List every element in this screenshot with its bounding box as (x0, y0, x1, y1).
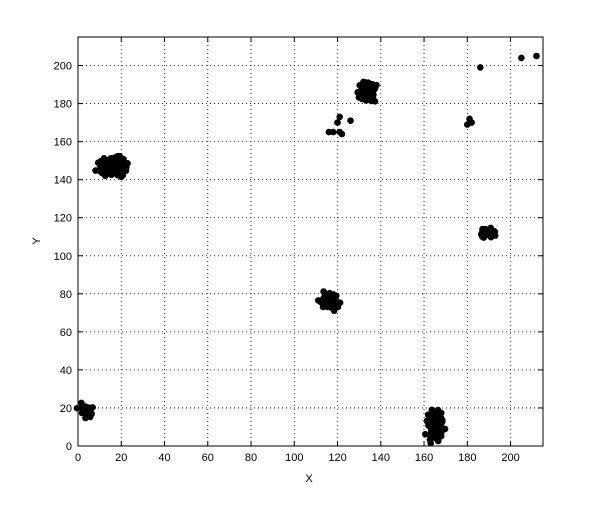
y-tick-label: 80 (60, 289, 72, 301)
cluster-4-point (432, 419, 440, 427)
x-tick-label: 180 (458, 452, 476, 464)
cluster-0-point (78, 409, 86, 417)
cluster-1-point (103, 164, 110, 171)
data-points (73, 52, 540, 447)
x-tick-label: 60 (202, 452, 214, 464)
y-tick-label: 180 (54, 99, 72, 111)
cluster-0-point (86, 413, 94, 421)
cluster-3-point (356, 82, 364, 89)
y-tick-label: 100 (54, 251, 72, 263)
cluster-2-point (314, 297, 322, 304)
cluster-1-point (123, 163, 130, 170)
data-point (477, 64, 484, 71)
data-point (533, 52, 540, 60)
x-tick-label: 20 (115, 452, 127, 464)
cluster-3-point (366, 95, 374, 103)
cluster-1-point (116, 161, 124, 168)
cluster-2-point (323, 298, 331, 305)
x-tick-label: 80 (245, 452, 257, 464)
x-tick-label: 200 (501, 452, 519, 464)
data-point (336, 113, 344, 121)
x-axis-label: X (305, 473, 313, 485)
y-tick-label: 160 (54, 137, 72, 149)
cluster-1-point (92, 167, 99, 174)
cluster-5-point (483, 226, 490, 234)
data-point (468, 119, 475, 126)
data-point (329, 128, 337, 136)
cluster-4-point (441, 425, 449, 433)
y-axis-label: Y (31, 237, 43, 245)
cluster-4-point (434, 425, 442, 433)
data-point (518, 54, 525, 62)
cluster-4-point (433, 411, 441, 419)
cluster-3-point (362, 87, 369, 94)
plot-area (78, 37, 543, 446)
y-tick-label: 60 (60, 327, 72, 339)
cluster-0-point (73, 404, 81, 412)
x-tick-label: 100 (285, 452, 303, 464)
y-tick-label: 120 (54, 213, 72, 225)
cluster-0-point (89, 404, 96, 411)
data-point (347, 117, 354, 124)
cluster-1-point (98, 169, 106, 177)
x-tick-label: 40 (158, 452, 170, 464)
x-tick-label: 120 (328, 452, 346, 464)
cluster-5-point (491, 228, 499, 236)
cluster-2-point (320, 288, 327, 295)
cluster-4-point (437, 432, 445, 440)
cluster-1-point (119, 169, 126, 177)
y-tick-label: 200 (54, 61, 72, 73)
axis-ticks: 0 20 40 60 80 100 120 140 160 180 200 0 20 40 60 80 100 1… (54, 37, 543, 464)
cluster-4-point (422, 430, 429, 438)
y-tick-label: 140 (54, 175, 72, 187)
data-point (338, 130, 346, 138)
cluster-2-point (328, 296, 336, 304)
cluster-3-point (362, 81, 370, 89)
grid-lines (78, 37, 543, 446)
y-tick-label: 0 (66, 441, 72, 453)
cluster-3-point (358, 95, 366, 103)
plot-frame (77, 36, 544, 447)
cluster-2-point (326, 289, 333, 297)
cluster-4-point (427, 439, 435, 447)
cluster-1-point (110, 162, 118, 169)
x-tick-label: 0 (75, 452, 81, 464)
cluster-0-point (84, 404, 92, 411)
cluster-4-point (434, 437, 442, 445)
cluster-3-point (373, 81, 380, 89)
x-tick-label: 160 (415, 452, 433, 464)
data-point (334, 119, 341, 126)
x-tick-label: 140 (372, 452, 390, 464)
cluster-3-point (356, 89, 363, 97)
y-tick-label: 20 (60, 403, 72, 415)
y-tick-label: 40 (60, 365, 72, 377)
